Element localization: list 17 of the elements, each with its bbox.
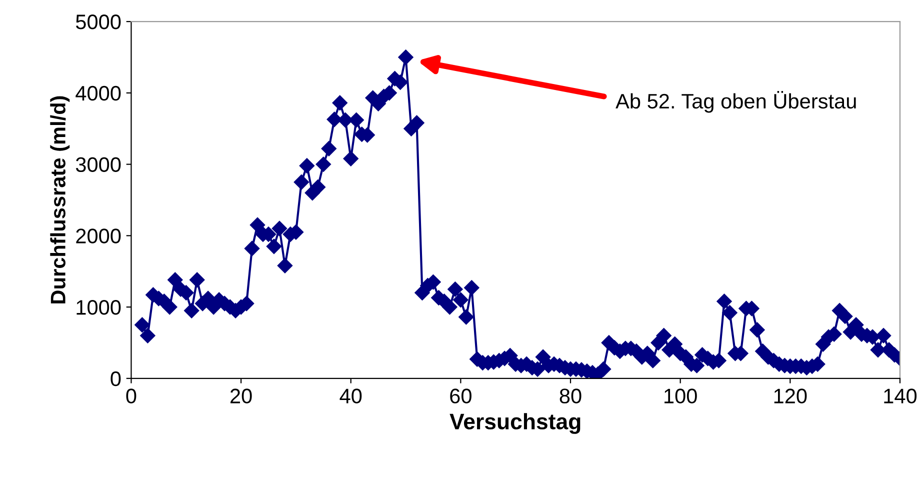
y-tick-label: 5000 [76,14,121,30]
x-tick-label: 40 [340,388,362,404]
y-tick-label: 4000 [76,86,121,101]
y-tick-label: 3000 [76,157,121,172]
y-tick-label: 0 [110,371,121,386]
x-tick-label: 60 [450,388,472,404]
x-tick-label: 120 [774,388,807,404]
y-tick-label: 1000 [76,300,121,315]
x-tick-label: 140 [884,388,917,404]
y-axis-title: Durchflussrate (ml/d) [50,96,70,304]
x-tick-label: 0 [126,388,136,404]
x-tick-label: 100 [664,388,697,404]
x-tick-label: 20 [230,388,252,404]
annotation: Ab 52. Tag oben Überstau [616,90,856,113]
x-tick-label: 80 [560,388,582,404]
y-tick-label: 2000 [76,228,121,244]
x-axis-title: Versuchstag [450,413,580,434]
